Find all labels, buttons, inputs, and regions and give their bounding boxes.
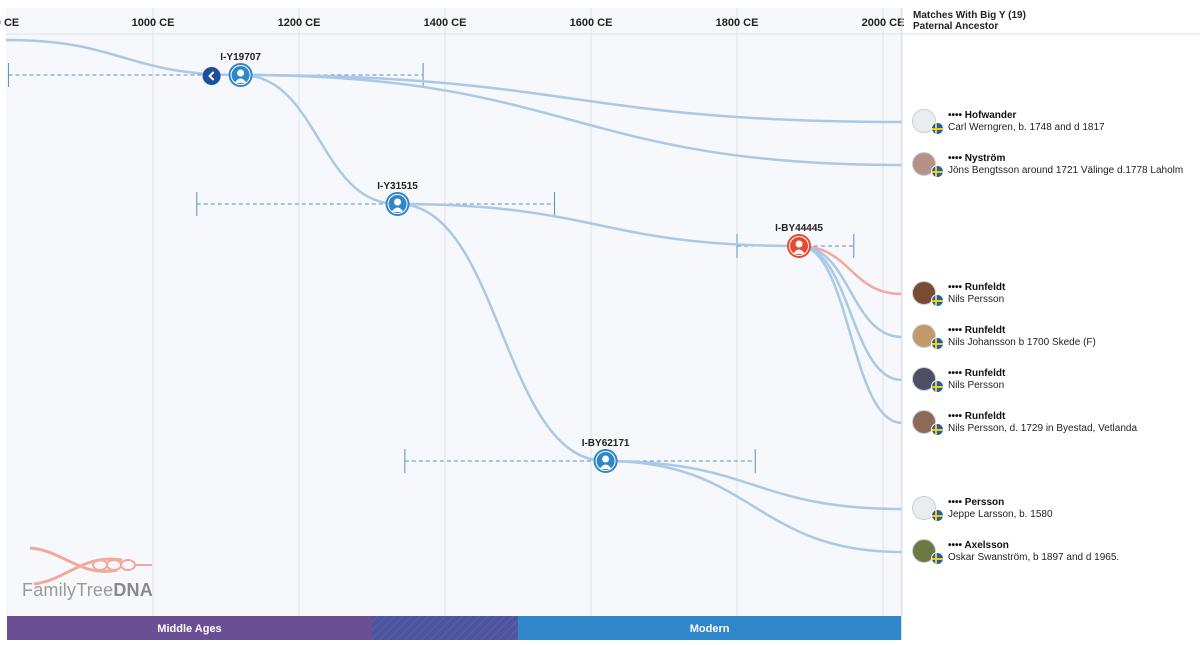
match-name: •••• Hofwander bbox=[948, 110, 1017, 121]
collapse-back-button[interactable] bbox=[202, 67, 221, 85]
match-item[interactable]: •••• Axelsson Oskar Swanström, b 1897 and… bbox=[912, 539, 1200, 569]
logo-text-light: FamilyTree bbox=[22, 580, 114, 600]
match-edge bbox=[799, 244, 903, 296]
match-item[interactable]: •••• Runfeldt Nils Persson bbox=[912, 367, 1200, 397]
paternal-ancestor: Carl Werngren, b. 1748 and d 1817 bbox=[948, 122, 1105, 133]
match-edge bbox=[798, 244, 903, 382]
avatar bbox=[912, 281, 936, 305]
match-item[interactable]: •••• Persson Jeppe Larsson, b. 1580 bbox=[912, 496, 1200, 526]
haplogroup-node[interactable]: I-BY62171 bbox=[582, 438, 630, 473]
match-edge bbox=[798, 244, 903, 425]
match-name: •••• Runfeldt bbox=[948, 282, 1006, 293]
tree-nodes[interactable]: I-Y19707 I-Y31515 I-BY44445 I-BY62171 bbox=[202, 52, 824, 473]
tree-edge bbox=[397, 202, 800, 248]
match-name: •••• Nyström bbox=[948, 153, 1006, 164]
paternal-ancestor: Nils Johansson b 1700 Skede (F) bbox=[948, 337, 1096, 348]
chevron-left-glyph bbox=[208, 71, 215, 81]
person-icon bbox=[795, 240, 803, 248]
sweden-flag-icon bbox=[931, 165, 944, 178]
sweden-flag-icon bbox=[931, 552, 944, 565]
familytreedna-logo bbox=[29, 546, 152, 586]
haplogroup-node[interactable]: I-Y19707 bbox=[220, 52, 261, 87]
haplogroup-node[interactable]: I-Y31515 bbox=[377, 181, 418, 216]
node-label: I-BY62171 bbox=[582, 438, 630, 449]
person-icon bbox=[602, 455, 610, 463]
sweden-flag-icon bbox=[931, 380, 944, 393]
match-item[interactable]: •••• Nyström Jöns Bengtsson around 1721 V… bbox=[912, 152, 1200, 182]
chevron-left-icon[interactable] bbox=[202, 67, 221, 85]
haplogroup-node[interactable]: I-BY44445 bbox=[775, 223, 823, 258]
person-icon-body bbox=[793, 249, 806, 254]
match-item[interactable]: •••• Runfeldt Nils Persson, d. 1729 in By… bbox=[912, 410, 1200, 440]
person-icon-body bbox=[234, 78, 247, 83]
match-edge bbox=[605, 459, 903, 554]
axis-tick-label: 1600 CE bbox=[570, 17, 613, 29]
node-label: I-BY44445 bbox=[775, 223, 823, 234]
era-segment bbox=[518, 616, 902, 640]
node-label: I-Y19707 bbox=[220, 52, 261, 63]
axis-tick-label: 1200 CE bbox=[278, 17, 321, 29]
axis-tick-label: 1400 CE bbox=[424, 17, 467, 29]
paternal-ancestor: Oskar Swanström, b 1897 and d 1965. bbox=[948, 552, 1120, 563]
matches-subtitle: Paternal Ancestor bbox=[913, 21, 999, 32]
person-icon bbox=[394, 198, 402, 206]
match-name: •••• Persson bbox=[948, 497, 1005, 508]
chart-background bbox=[6, 8, 902, 616]
paternal-ancestor: Nils Persson, d. 1729 in Byestad, Vetlan… bbox=[948, 423, 1138, 434]
era-label: Middle Ages bbox=[157, 623, 221, 635]
match-name: •••• Runfeldt bbox=[948, 411, 1006, 422]
sweden-flag-icon bbox=[931, 423, 944, 436]
match-item[interactable]: •••• Runfeldt Nils Persson bbox=[912, 281, 1200, 311]
match-item[interactable]: •••• Hofwander Carl Werngren, b. 1748 and… bbox=[912, 109, 1200, 139]
sweden-flag-icon bbox=[931, 509, 944, 522]
time-axis: 0 CE 1000 CE 1200 CE 1400 CE 1600 CE 1800 CE 2… bbox=[0, 17, 904, 29]
era-bar: Middle Ages Modern bbox=[7, 616, 902, 640]
era-segment bbox=[7, 616, 372, 640]
person-icon-body bbox=[391, 207, 404, 212]
tree-edges bbox=[5, 38, 903, 554]
paternal-ancestor: Jeppe Larsson, b. 1580 bbox=[948, 509, 1053, 520]
person-icon bbox=[237, 69, 245, 77]
paternal-ancestor: Nils Persson bbox=[948, 380, 1005, 391]
match-edge bbox=[240, 73, 903, 124]
matches-panel-header: Matches With Big Y (19) Paternal Ancesto… bbox=[913, 10, 1193, 32]
sweden-flag-icon bbox=[931, 122, 944, 135]
axis-tick-label: 2000 CE bbox=[862, 17, 905, 29]
axis-tick-label: 0 CE bbox=[0, 17, 19, 29]
tree-edge bbox=[397, 202, 606, 463]
match-edge bbox=[605, 459, 903, 511]
match-edge bbox=[240, 73, 903, 167]
sweden-flag-icon bbox=[931, 337, 944, 350]
match-name: •••• Axelsson bbox=[948, 540, 1009, 551]
avatar bbox=[912, 152, 936, 176]
match-item[interactable]: •••• Runfeldt Nils Johansson b 1700 Skede… bbox=[912, 324, 1200, 354]
match-name: •••• Runfeldt bbox=[948, 325, 1006, 336]
paternal-ancestor: Nils Persson bbox=[948, 294, 1005, 305]
tree-edge bbox=[240, 73, 398, 206]
logo-text-bold: DNA bbox=[113, 580, 153, 600]
node-label: I-Y31515 bbox=[377, 181, 418, 192]
paternal-ancestor: Jöns Bengtsson around 1721 Välinge d.177… bbox=[948, 165, 1184, 176]
axis-tick-label: 1000 CE bbox=[132, 17, 175, 29]
person-icon-body bbox=[599, 464, 612, 469]
axis-tick-label: 1800 CE bbox=[716, 17, 759, 29]
sweden-flag-icon bbox=[931, 294, 944, 307]
era-label: Modern bbox=[690, 623, 730, 635]
match-name: •••• Runfeldt bbox=[948, 368, 1006, 379]
tree-edge bbox=[5, 38, 241, 77]
logo-wordmark: FamilyTreeDNA bbox=[22, 580, 153, 601]
era-segment bbox=[372, 616, 518, 640]
matches-title: Matches With Big Y (19) bbox=[913, 10, 1026, 21]
